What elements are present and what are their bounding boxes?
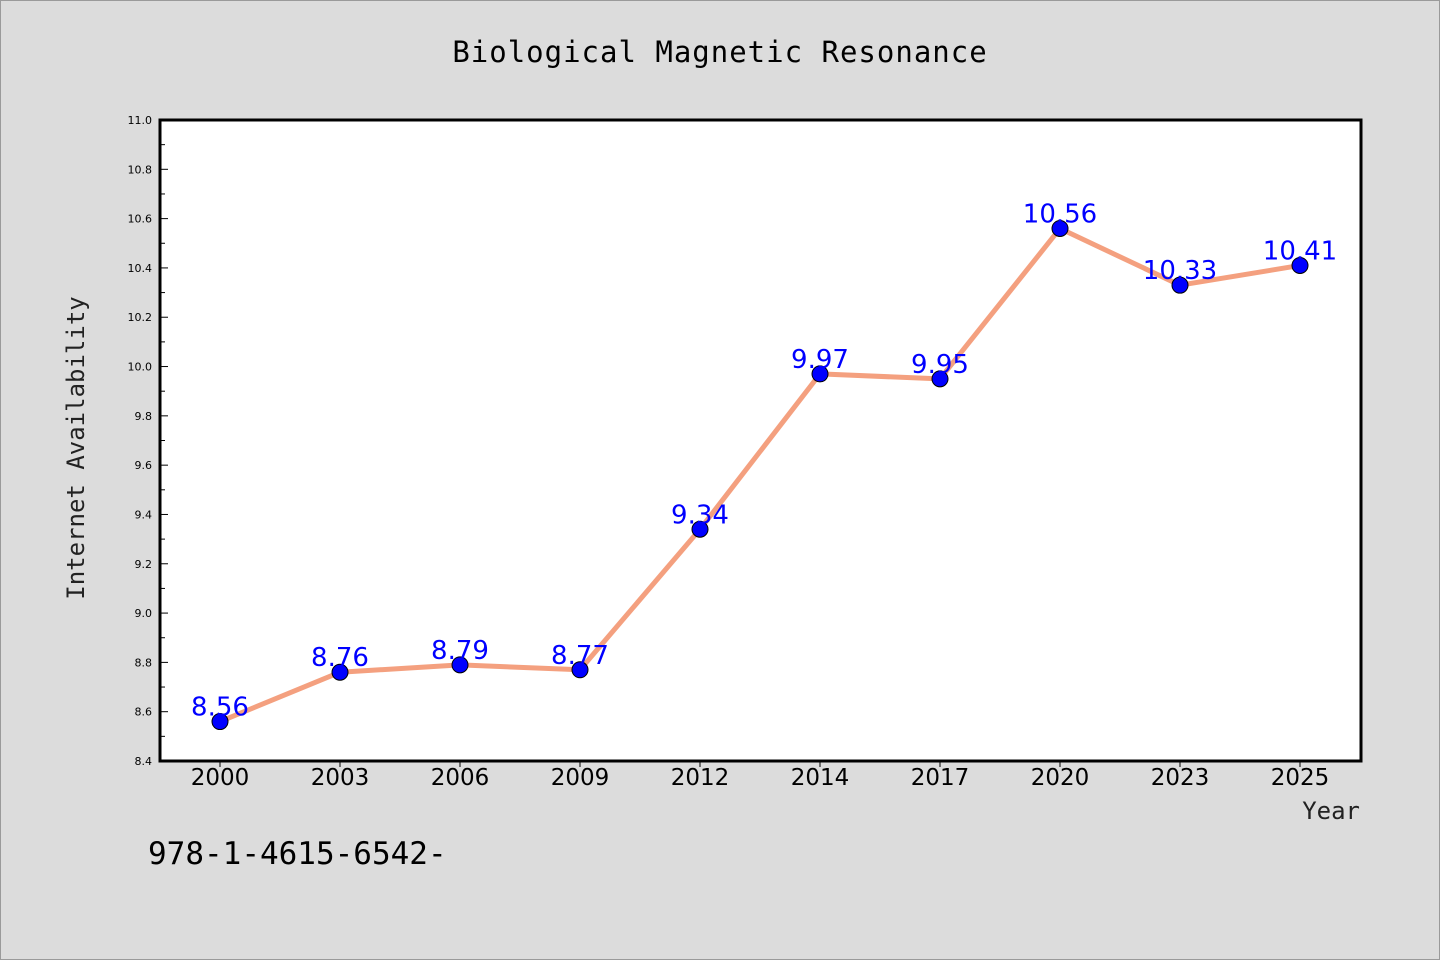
data-point: [331, 663, 349, 681]
y-tick-label: 9.8: [135, 410, 153, 423]
x-tick-label: 2025: [1271, 765, 1330, 791]
x-tick-label: 2003: [311, 765, 370, 791]
y-axis-label: Internet Availability: [62, 296, 90, 599]
x-tick-label: 2020: [1031, 765, 1090, 791]
data-label: 9.34: [671, 500, 729, 530]
data-point: [931, 370, 949, 388]
data-label: 9.97: [791, 345, 849, 375]
x-tick-label: 2006: [431, 765, 490, 791]
y-tick-label: 8.4: [135, 755, 153, 768]
x-axis-label: Year: [1302, 797, 1360, 825]
y-tick-label: 10.2: [128, 311, 153, 324]
y-tick-label: 9.4: [135, 508, 153, 521]
data-point: [811, 365, 829, 383]
y-tick-label: 11.0: [128, 114, 153, 127]
y-tick-label: 8.8: [135, 656, 153, 669]
y-tick-label: 8.6: [135, 706, 153, 719]
x-tick-label: 2023: [1151, 765, 1210, 791]
data-label: 8.56: [191, 693, 249, 723]
data-label: 10.41: [1263, 236, 1337, 266]
x-tick-label: 2012: [671, 765, 730, 791]
data-point: [571, 661, 589, 679]
footer-code: 978-1-4615-6542-: [148, 836, 447, 872]
y-tick-label: 10.0: [128, 361, 153, 374]
y-tick-label: 10.6: [128, 213, 153, 226]
data-label: 10.56: [1023, 199, 1097, 229]
data-label: 9.95: [911, 350, 969, 380]
x-axis-ticks: 2000 2003 2006 2009 2012 2014 2017 2020 2023 2025: [191, 761, 1330, 791]
x-tick-label: 2014: [791, 765, 850, 791]
y-tick-label: 9.0: [135, 607, 153, 620]
data-point: [1291, 256, 1309, 274]
plot-area: [160, 120, 1361, 761]
y-tick-label: 9.6: [135, 459, 153, 472]
data-point: [1051, 219, 1069, 237]
data-point: [691, 520, 709, 538]
x-tick-label: 2009: [551, 765, 610, 791]
series-line: [217, 225, 1303, 725]
series-layer: 8.56 8.76 8.79 8.77 9.34 9.97 9.95 10.56 10.33 10…: [191, 199, 1337, 731]
y-tick-label: 10.4: [128, 262, 153, 275]
data-point: [211, 713, 229, 731]
data-point: [1171, 276, 1189, 294]
y-tick-label: 10.8: [128, 163, 153, 176]
x-tick-label: 2017: [911, 765, 970, 791]
data-label: 8.77: [551, 641, 609, 671]
data-label: 10.33: [1143, 256, 1217, 286]
x-tick-label: 2000: [191, 765, 250, 791]
data-label: 8.76: [311, 643, 369, 673]
plot-border: [158, 118, 1363, 763]
data-point: [451, 656, 469, 674]
data-label: 8.79: [431, 636, 489, 666]
y-axis-ticks: 8.4 8.6 8.8 9.0 9.2 9.4 9.6 9.8 10.0 10.2 10.4 10.6…: [128, 114, 168, 768]
y-tick-label: 9.2: [135, 558, 153, 571]
chart-title: Biological Magnetic Resonance: [452, 35, 987, 69]
